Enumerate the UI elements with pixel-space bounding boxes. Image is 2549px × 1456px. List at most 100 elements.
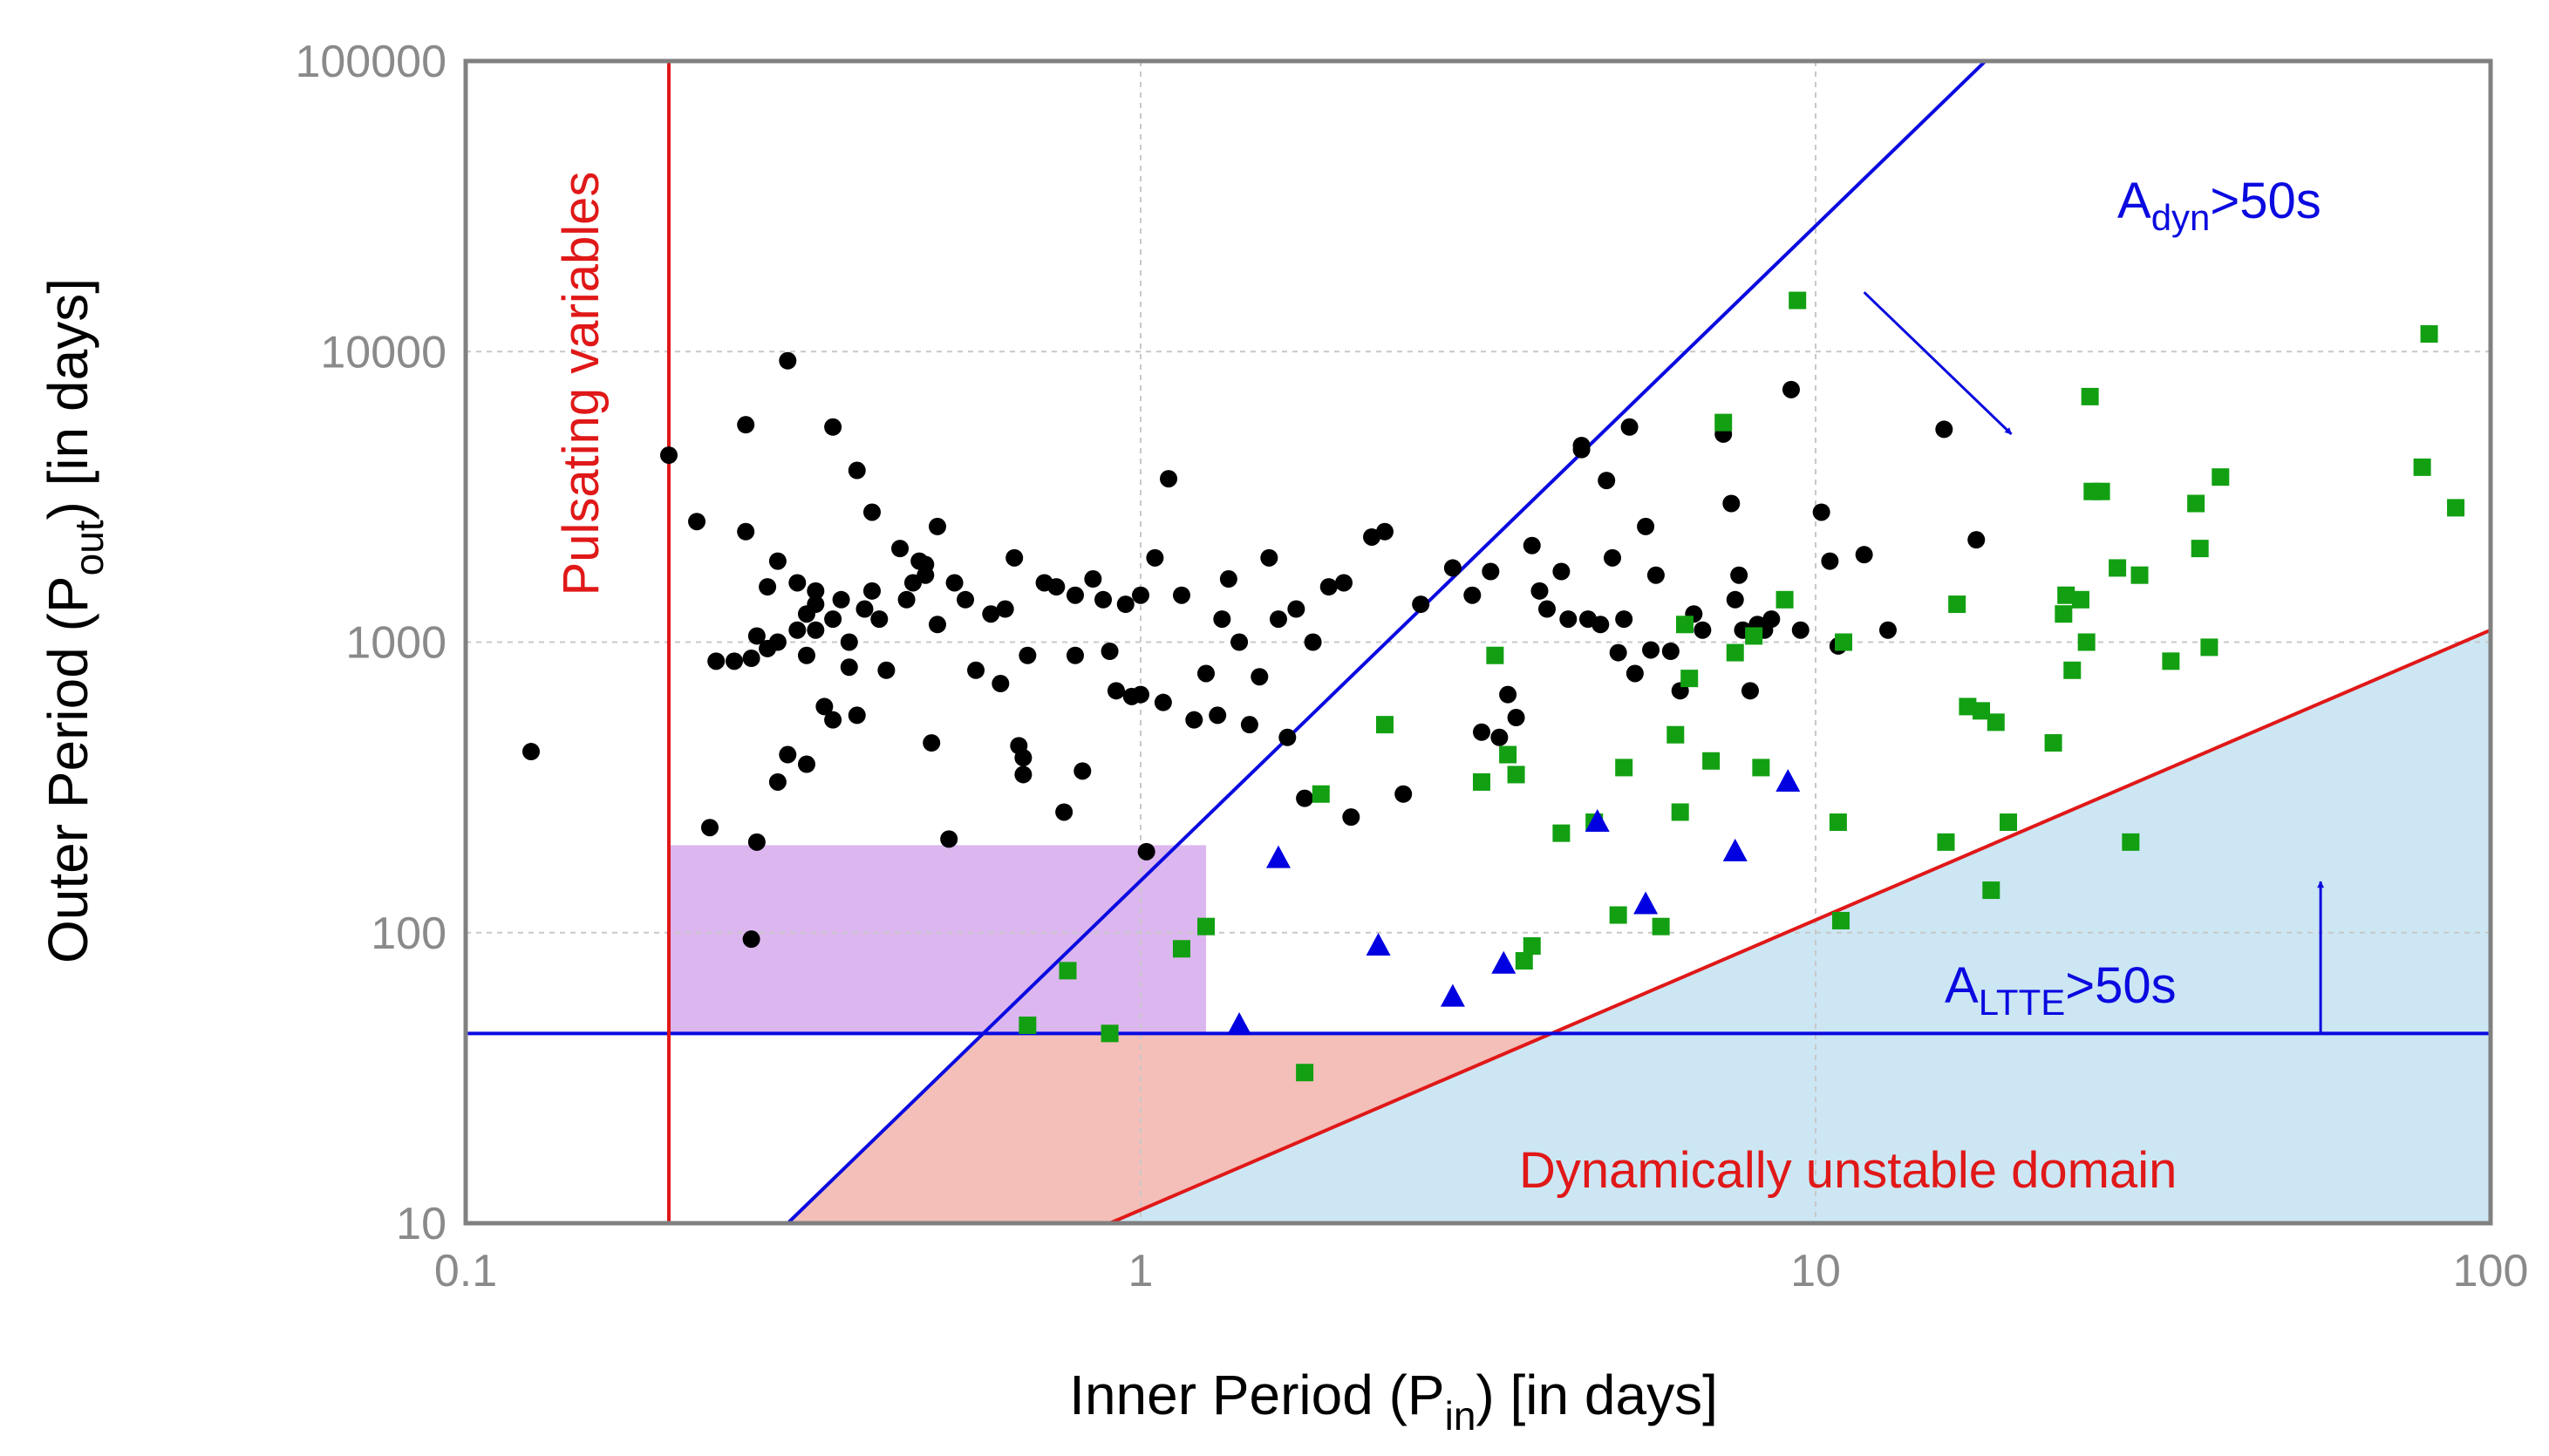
data-point-black xyxy=(1375,522,1394,541)
data-point-black xyxy=(788,621,807,639)
data-point-black xyxy=(832,590,850,609)
data-point-black xyxy=(1412,595,1430,614)
data-point-black xyxy=(1047,578,1066,596)
data-point-black xyxy=(737,416,755,434)
data-point-green xyxy=(2071,590,2089,609)
data-point-black xyxy=(1615,610,1633,629)
x-tick-label: 1 xyxy=(1128,1246,1154,1296)
data-point-black xyxy=(1499,685,1517,704)
data-point-black xyxy=(1730,566,1748,584)
data-point-black xyxy=(1812,503,1830,521)
data-point-green xyxy=(2081,387,2099,405)
data-point-black xyxy=(917,566,935,584)
data-point-black xyxy=(1609,643,1627,662)
x-tick-label: 10 xyxy=(1790,1246,1841,1296)
data-point-black xyxy=(707,652,726,670)
data-point-black xyxy=(1523,536,1541,555)
data-point-green xyxy=(1101,1024,1119,1043)
unstable-boundary-line xyxy=(1108,628,2491,1223)
data-point-black xyxy=(1591,616,1610,634)
data-point-black xyxy=(742,930,760,949)
data-point-black xyxy=(797,755,815,773)
data-point-black xyxy=(1055,803,1073,821)
data-point-green xyxy=(1835,633,1853,651)
adyn-arrow xyxy=(1863,291,2013,435)
data-point-green xyxy=(2200,638,2218,657)
data-point-blue xyxy=(1491,950,1516,974)
data-point-black xyxy=(1269,610,1287,629)
data-point-green xyxy=(1312,785,1330,803)
data-point-black xyxy=(688,513,706,531)
data-point-black xyxy=(957,590,975,609)
data-point-green xyxy=(1666,725,1685,744)
data-point-black xyxy=(1260,548,1278,567)
data-point-black xyxy=(1137,842,1155,861)
data-point-black xyxy=(522,743,541,761)
data-point-black xyxy=(1213,610,1231,629)
data-point-black xyxy=(768,772,787,791)
data-point-black xyxy=(1240,716,1258,734)
data-point-blue xyxy=(1633,891,1659,915)
data-point-black xyxy=(1726,590,1744,609)
data-point-black xyxy=(1572,436,1591,454)
data-point-green xyxy=(1375,716,1394,734)
y-tick-labels: 10 100 1000 10000 100000 xyxy=(295,37,446,1249)
data-point-black xyxy=(1363,527,1381,546)
data-point-black xyxy=(1559,610,1578,629)
plot-frame xyxy=(463,58,2493,1226)
data-point-green xyxy=(1831,911,1850,929)
data-point-black xyxy=(1598,472,1616,490)
data-point-black xyxy=(1507,709,1525,727)
data-point-green xyxy=(1948,595,1966,614)
grid-lines xyxy=(466,61,2491,1223)
data-point-black xyxy=(807,621,825,639)
data-point-black xyxy=(855,600,874,618)
data-point-black xyxy=(1620,418,1639,436)
data-point-green xyxy=(1059,962,1077,980)
data-point-green xyxy=(2130,566,2149,584)
data-point-black xyxy=(1334,574,1353,592)
data-point-black xyxy=(1160,470,1178,488)
data-point-black xyxy=(807,595,825,614)
data-point-green xyxy=(1515,952,1533,970)
data-point-black xyxy=(1278,728,1297,746)
data-point-black xyxy=(1342,808,1360,827)
y-axis-title: Outer Period (Pout) [in days] xyxy=(37,278,112,963)
data-point-black xyxy=(1084,570,1102,589)
data-point-black xyxy=(1530,582,1549,600)
data-point-black xyxy=(1094,590,1113,609)
data-point-green xyxy=(2122,833,2140,851)
data-point-blue xyxy=(1775,768,1801,792)
data-point-black xyxy=(700,819,719,837)
data-point-black xyxy=(1154,693,1172,711)
data-point-black xyxy=(1296,789,1314,807)
data-point-blue xyxy=(1585,809,1610,833)
data-point-black xyxy=(1443,559,1462,577)
data-point-green xyxy=(2055,605,2073,623)
y-tick-label: 100 xyxy=(371,908,446,959)
data-point-green xyxy=(1680,670,1699,688)
data-point-black xyxy=(1132,586,1149,604)
data-point-black xyxy=(1107,682,1125,700)
data-point-black xyxy=(840,633,858,651)
x-tick-label: 100 xyxy=(2453,1246,2529,1296)
data-point-green xyxy=(2109,559,2127,577)
data-point-black xyxy=(1066,586,1084,604)
data-point-blue xyxy=(1227,1011,1252,1035)
data-point-black xyxy=(945,574,964,592)
data-point-green xyxy=(1172,940,1190,958)
data-point-black xyxy=(1935,420,1953,439)
data-point-green xyxy=(1752,759,1770,777)
unstable-domain-label: Dynamically unstable domain xyxy=(1519,1142,2177,1199)
data-point-black xyxy=(903,574,922,592)
data-point-black xyxy=(1855,546,1873,564)
data-point-green xyxy=(1523,936,1541,955)
data-point-green xyxy=(1499,745,1517,764)
data-point-green xyxy=(1019,1016,1037,1034)
data-point-black xyxy=(1209,706,1227,725)
data-point-green xyxy=(1652,917,1670,936)
data-point-black xyxy=(1014,749,1033,767)
data-point-black xyxy=(1185,711,1203,729)
data-point-black xyxy=(982,605,1000,623)
data-point-black xyxy=(759,578,777,596)
